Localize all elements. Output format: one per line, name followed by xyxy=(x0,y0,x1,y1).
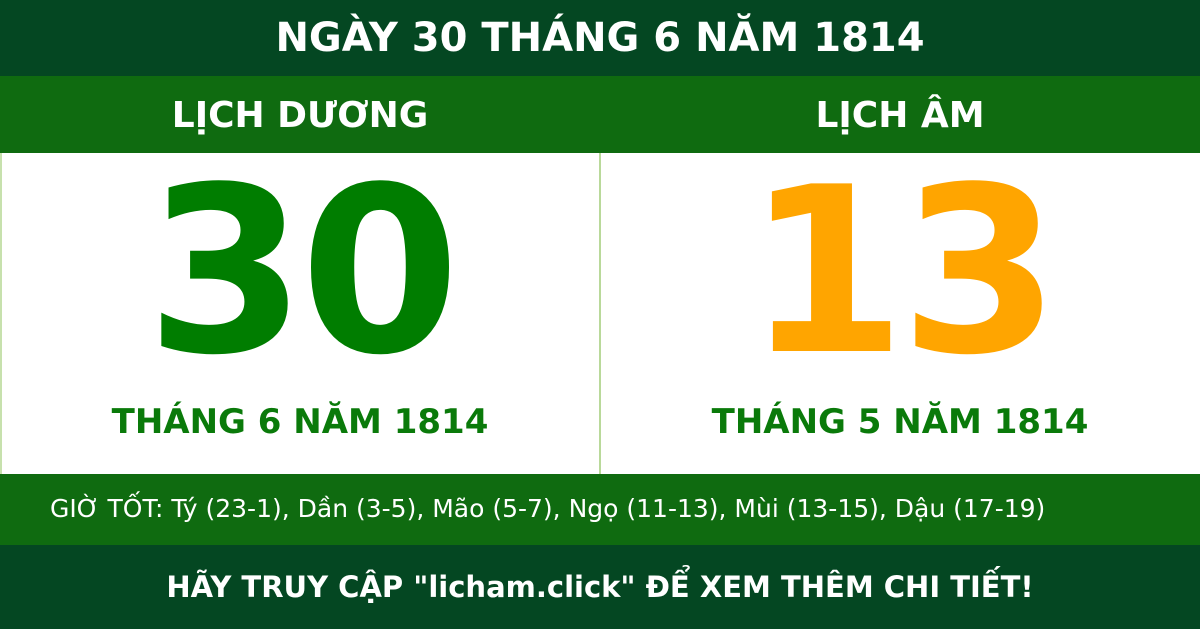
good-hours-bar: GIỜ TỐT: Tý (23-1), Dần (3-5), Mão (5-7)… xyxy=(0,474,1200,545)
calendar-header: LỊCH DƯƠNG LỊCH ÂM xyxy=(0,76,1200,153)
left-border xyxy=(0,153,2,474)
footer-cta: HÃY TRUY CẬP "licham.click" ĐỂ XEM THÊM … xyxy=(0,545,1200,628)
good-hours-text: GIỜ TỐT: Tý (23-1), Dần (3-5), Mão (5-7)… xyxy=(50,494,1046,523)
solar-label: LỊCH DƯƠNG xyxy=(171,95,429,136)
lunar-day: 13 xyxy=(745,139,1060,406)
solar-month-year: THÁNG 6 NĂM 1814 xyxy=(111,402,489,442)
lunar-month-year: THÁNG 5 NĂM 1814 xyxy=(711,402,1089,442)
page-title: NGÀY 30 THÁNG 6 NĂM 1814 xyxy=(0,0,1200,76)
solar-day: 30 xyxy=(145,139,460,406)
calendar-body: 30 THÁNG 6 NĂM 1814 13 THÁNG 5 NĂM 1814 xyxy=(0,153,1200,474)
lunar-label: LỊCH ÂM xyxy=(815,95,985,136)
divider xyxy=(599,153,601,474)
